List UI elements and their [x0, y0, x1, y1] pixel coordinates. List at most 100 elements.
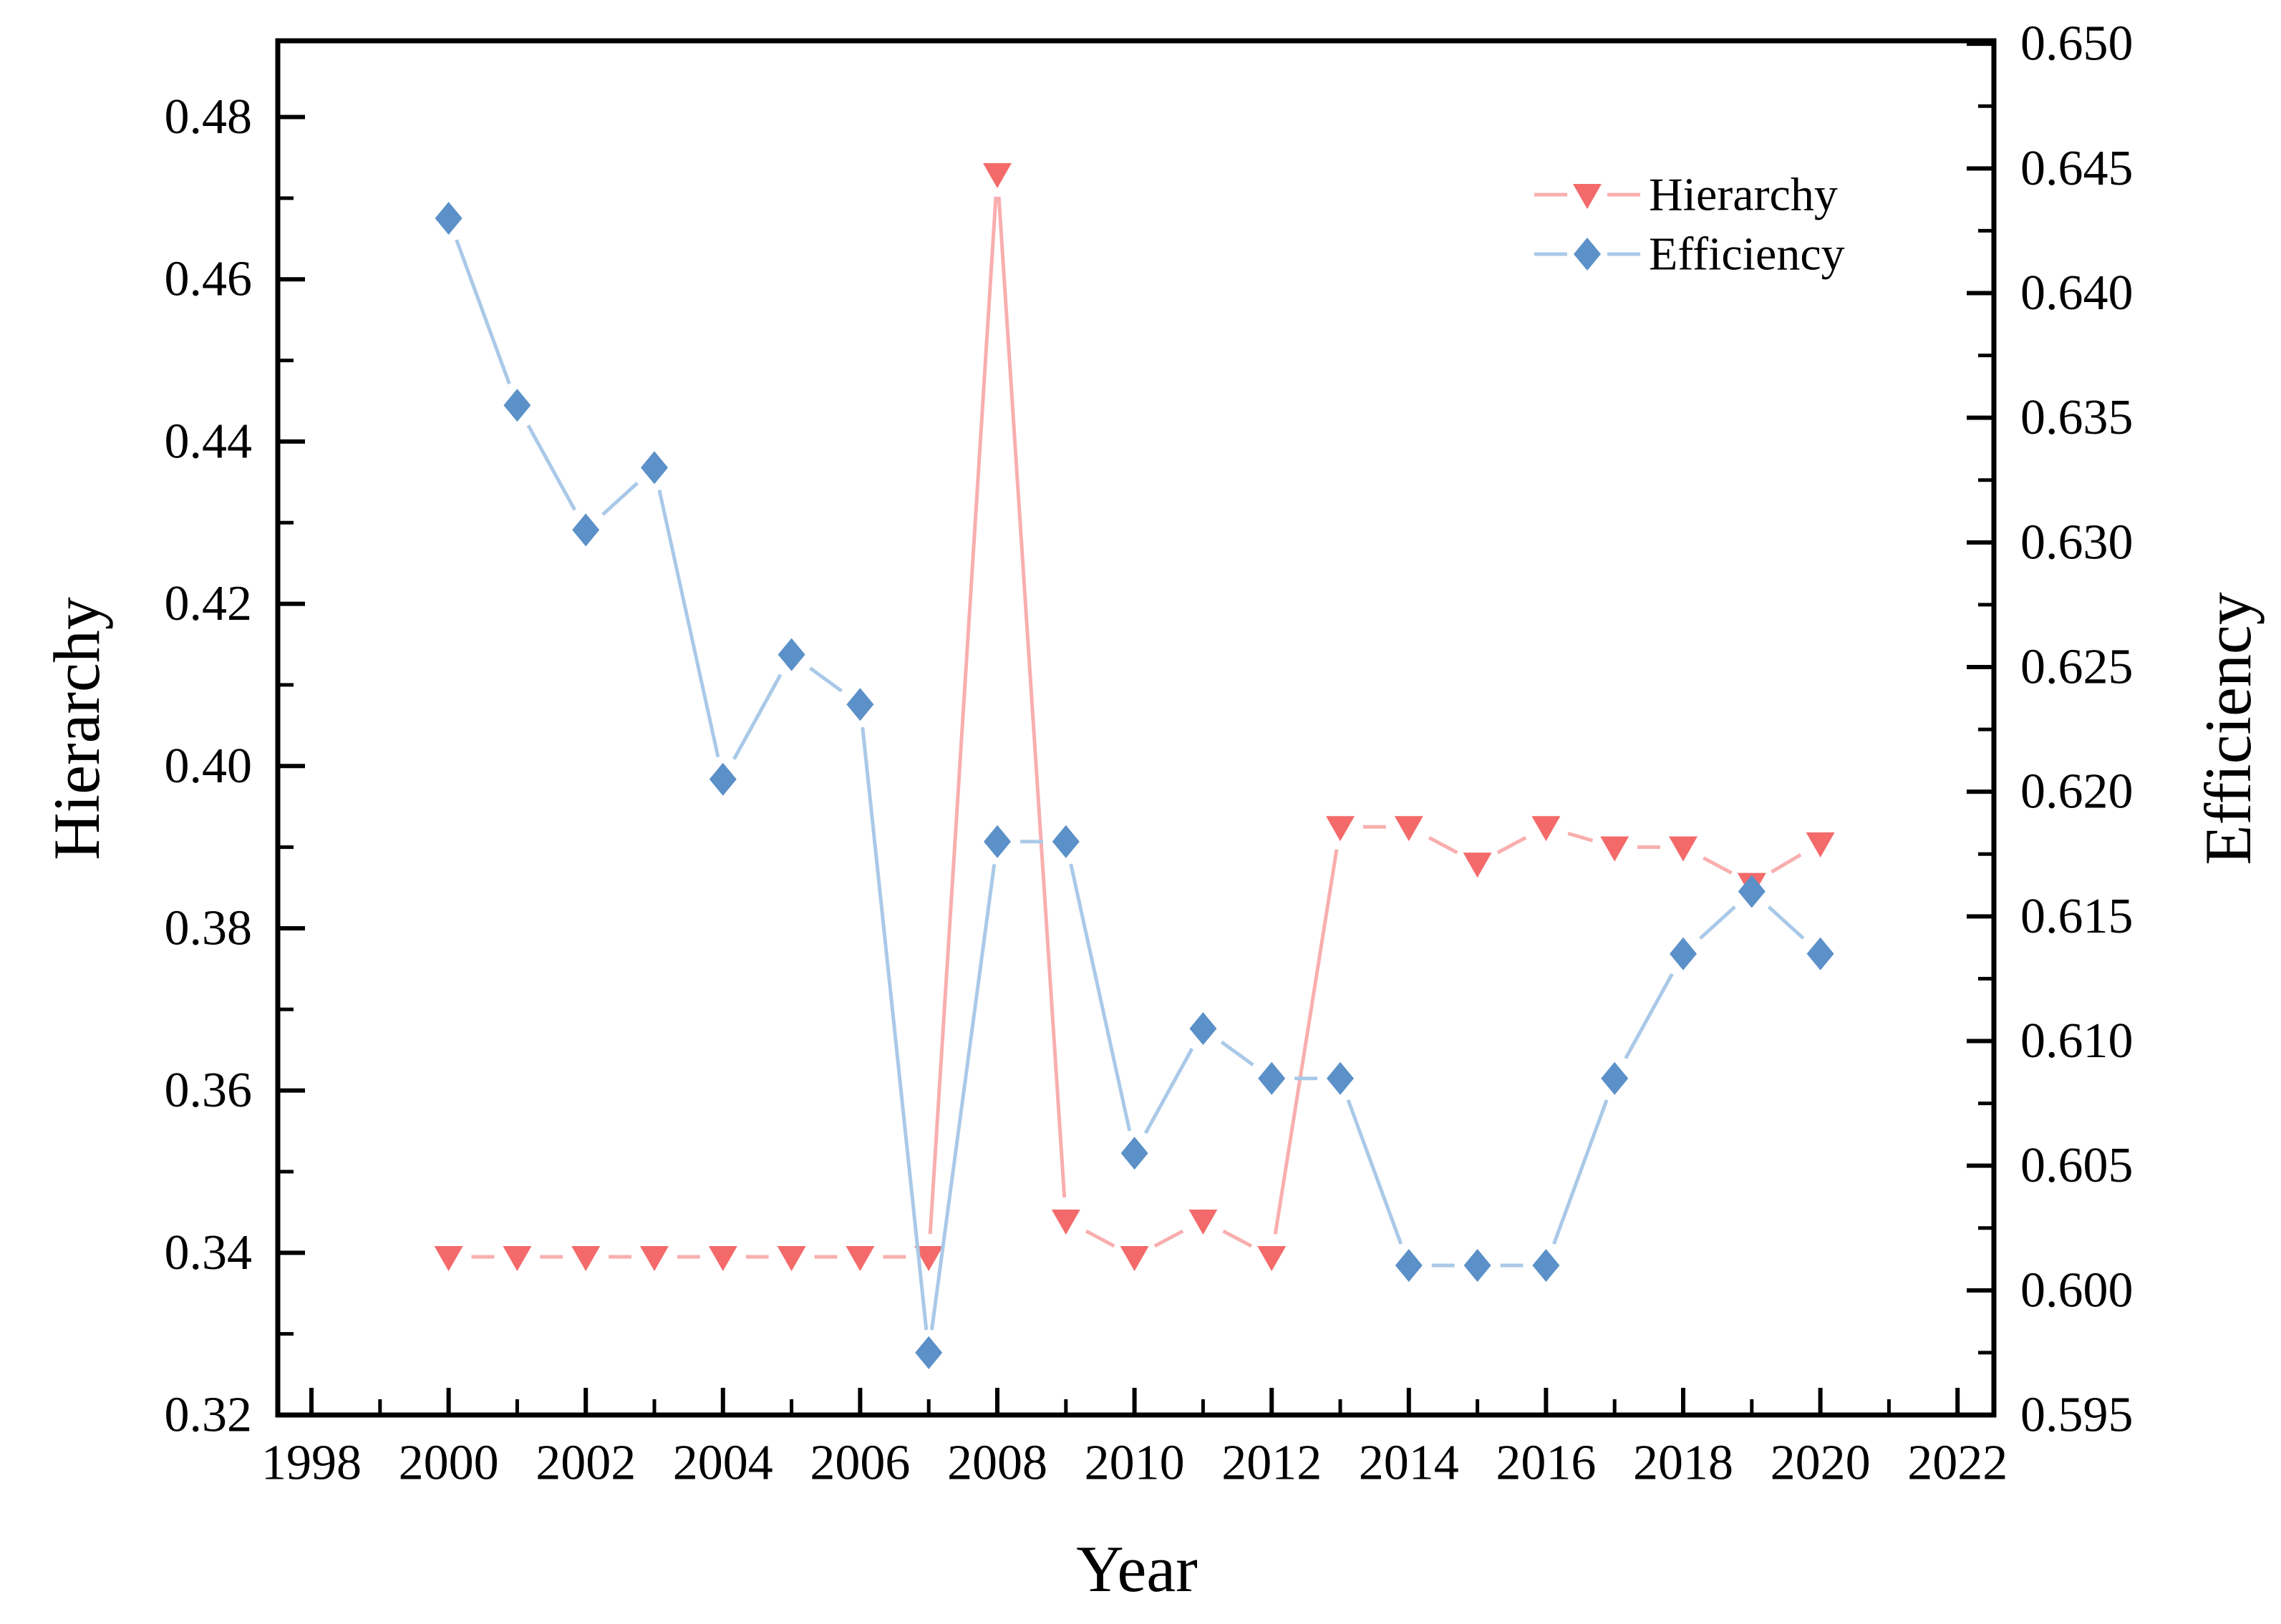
legend-hierarchy-sample	[1534, 184, 1640, 209]
tick-label: 2022	[1907, 1436, 2008, 1491]
data-point-marker	[1670, 937, 1697, 971]
tick-label: 2016	[1496, 1436, 1596, 1491]
series-line-segment	[1273, 849, 1339, 1235]
tick-label: 0.34	[165, 1225, 253, 1280]
series-line-segment	[929, 864, 997, 1331]
series-line-segment	[1346, 1099, 1403, 1245]
tick-label: 0.38	[165, 900, 253, 956]
tick-label: 0.615	[2020, 889, 2134, 944]
tick-label: 0.595	[2020, 1388, 2134, 1443]
legend-marker	[1574, 238, 1601, 271]
data-point-marker	[1120, 1137, 1148, 1170]
data-point-marker	[777, 1245, 806, 1271]
axes: 1998 2000 2002 2004 2006 2008 2010 2012 2014 2016…	[165, 16, 2134, 1491]
data-point-marker	[709, 762, 737, 796]
legend-efficiency-label: Efficiency	[1649, 228, 1845, 281]
data-point-marker	[778, 638, 805, 671]
series-line-segment	[1703, 856, 1733, 875]
data-point-marker	[1601, 1061, 1629, 1095]
data-point-marker	[1806, 937, 1834, 971]
data-point-marker	[1532, 1249, 1560, 1283]
data-point-marker	[1051, 1209, 1080, 1235]
tick-label: 0.640	[2020, 266, 2134, 321]
series-line-segment	[997, 196, 1067, 1198]
tick-label: 0.44	[165, 414, 253, 469]
series-line-segment	[1143, 1047, 1194, 1134]
tick-label: 0.32	[165, 1388, 253, 1443]
data-point-marker	[1394, 816, 1423, 842]
series-line-segment	[601, 482, 639, 516]
data-point-marker	[1600, 836, 1629, 862]
legend-marker	[1573, 184, 1602, 209]
series-line-segment	[455, 239, 511, 385]
tick-label: 0.42	[165, 576, 253, 631]
legend-item-hierarchy: Hierarchy	[1534, 169, 1838, 221]
data-point-marker	[914, 1245, 944, 1271]
tick-label: 0.40	[165, 739, 253, 794]
series-efficiency	[435, 202, 1834, 1369]
tick-label: 0.46	[165, 252, 253, 307]
series-line-segment	[1153, 1229, 1184, 1248]
series-line-segment	[1698, 905, 1736, 940]
tick-label: 0.645	[2020, 141, 2134, 196]
series-line-segment	[928, 196, 998, 1235]
tick-label: 0.650	[2020, 16, 2134, 72]
data-point-marker	[1463, 852, 1492, 878]
data-point-marker	[1806, 832, 1835, 857]
right-axis-title: Efficiency	[2192, 592, 2265, 865]
tick-label: 2012	[1221, 1436, 1322, 1491]
series-group	[434, 162, 1835, 1369]
data-point-marker	[572, 513, 600, 547]
series-line-segment	[809, 666, 843, 693]
data-point-marker	[846, 688, 874, 721]
data-point-marker	[641, 451, 668, 485]
data-point-marker	[434, 1245, 463, 1271]
data-point-marker	[640, 1245, 669, 1271]
tick-label: 2014	[1359, 1436, 1459, 1491]
data-point-marker	[1258, 1061, 1286, 1095]
data-point-marker	[1327, 1061, 1354, 1095]
data-point-marker	[1257, 1245, 1287, 1271]
data-point-marker	[915, 1336, 943, 1369]
data-point-marker	[1189, 1012, 1217, 1046]
legend-efficiency-sample	[1534, 238, 1640, 271]
tick-label: 0.605	[2020, 1138, 2134, 1193]
series-line-segment	[1085, 1229, 1115, 1248]
series-line-segment	[657, 490, 720, 758]
tick-label: 2004	[673, 1436, 773, 1491]
x-axis-title: Year	[1076, 1532, 1198, 1605]
tick-label: 0.36	[165, 1063, 253, 1118]
data-point-marker	[435, 202, 463, 235]
series-line-segment	[1069, 863, 1132, 1132]
legend-hierarchy-label: Hierarchy	[1649, 169, 1838, 221]
legend: Hierarchy Efficiency	[1534, 169, 1845, 281]
series-line-segment	[1567, 831, 1594, 842]
tick-label: 0.620	[2020, 764, 2134, 820]
data-point-marker	[1531, 816, 1561, 842]
series-line-segment	[526, 424, 576, 511]
data-point-marker	[1052, 825, 1080, 858]
tick-label: 2008	[947, 1436, 1047, 1491]
tick-label: 2006	[810, 1436, 910, 1491]
series-line-segment	[1220, 1040, 1254, 1066]
legend-item-efficiency: Efficiency	[1534, 228, 1845, 281]
tick-label: 2018	[1633, 1436, 1733, 1491]
tick-label: 2002	[536, 1436, 636, 1491]
data-point-marker	[503, 1245, 532, 1271]
series-line-segment	[1552, 1099, 1609, 1245]
tick-label: 2020	[1771, 1436, 1871, 1491]
tick-label: 0.600	[2020, 1263, 2134, 1318]
data-point-marker	[1188, 1209, 1218, 1235]
data-point-marker	[846, 1245, 875, 1271]
series-line-segment	[1222, 1229, 1253, 1248]
series-line-segment	[732, 674, 783, 760]
data-point-marker	[1120, 1245, 1149, 1271]
tick-label: 2010	[1085, 1436, 1185, 1491]
left-axis-title: Hierarchy	[40, 597, 113, 860]
data-point-marker	[1669, 836, 1698, 862]
series-line-segment	[861, 726, 929, 1331]
tick-label: 0.630	[2020, 515, 2134, 570]
tick-label: 1998	[261, 1436, 362, 1491]
